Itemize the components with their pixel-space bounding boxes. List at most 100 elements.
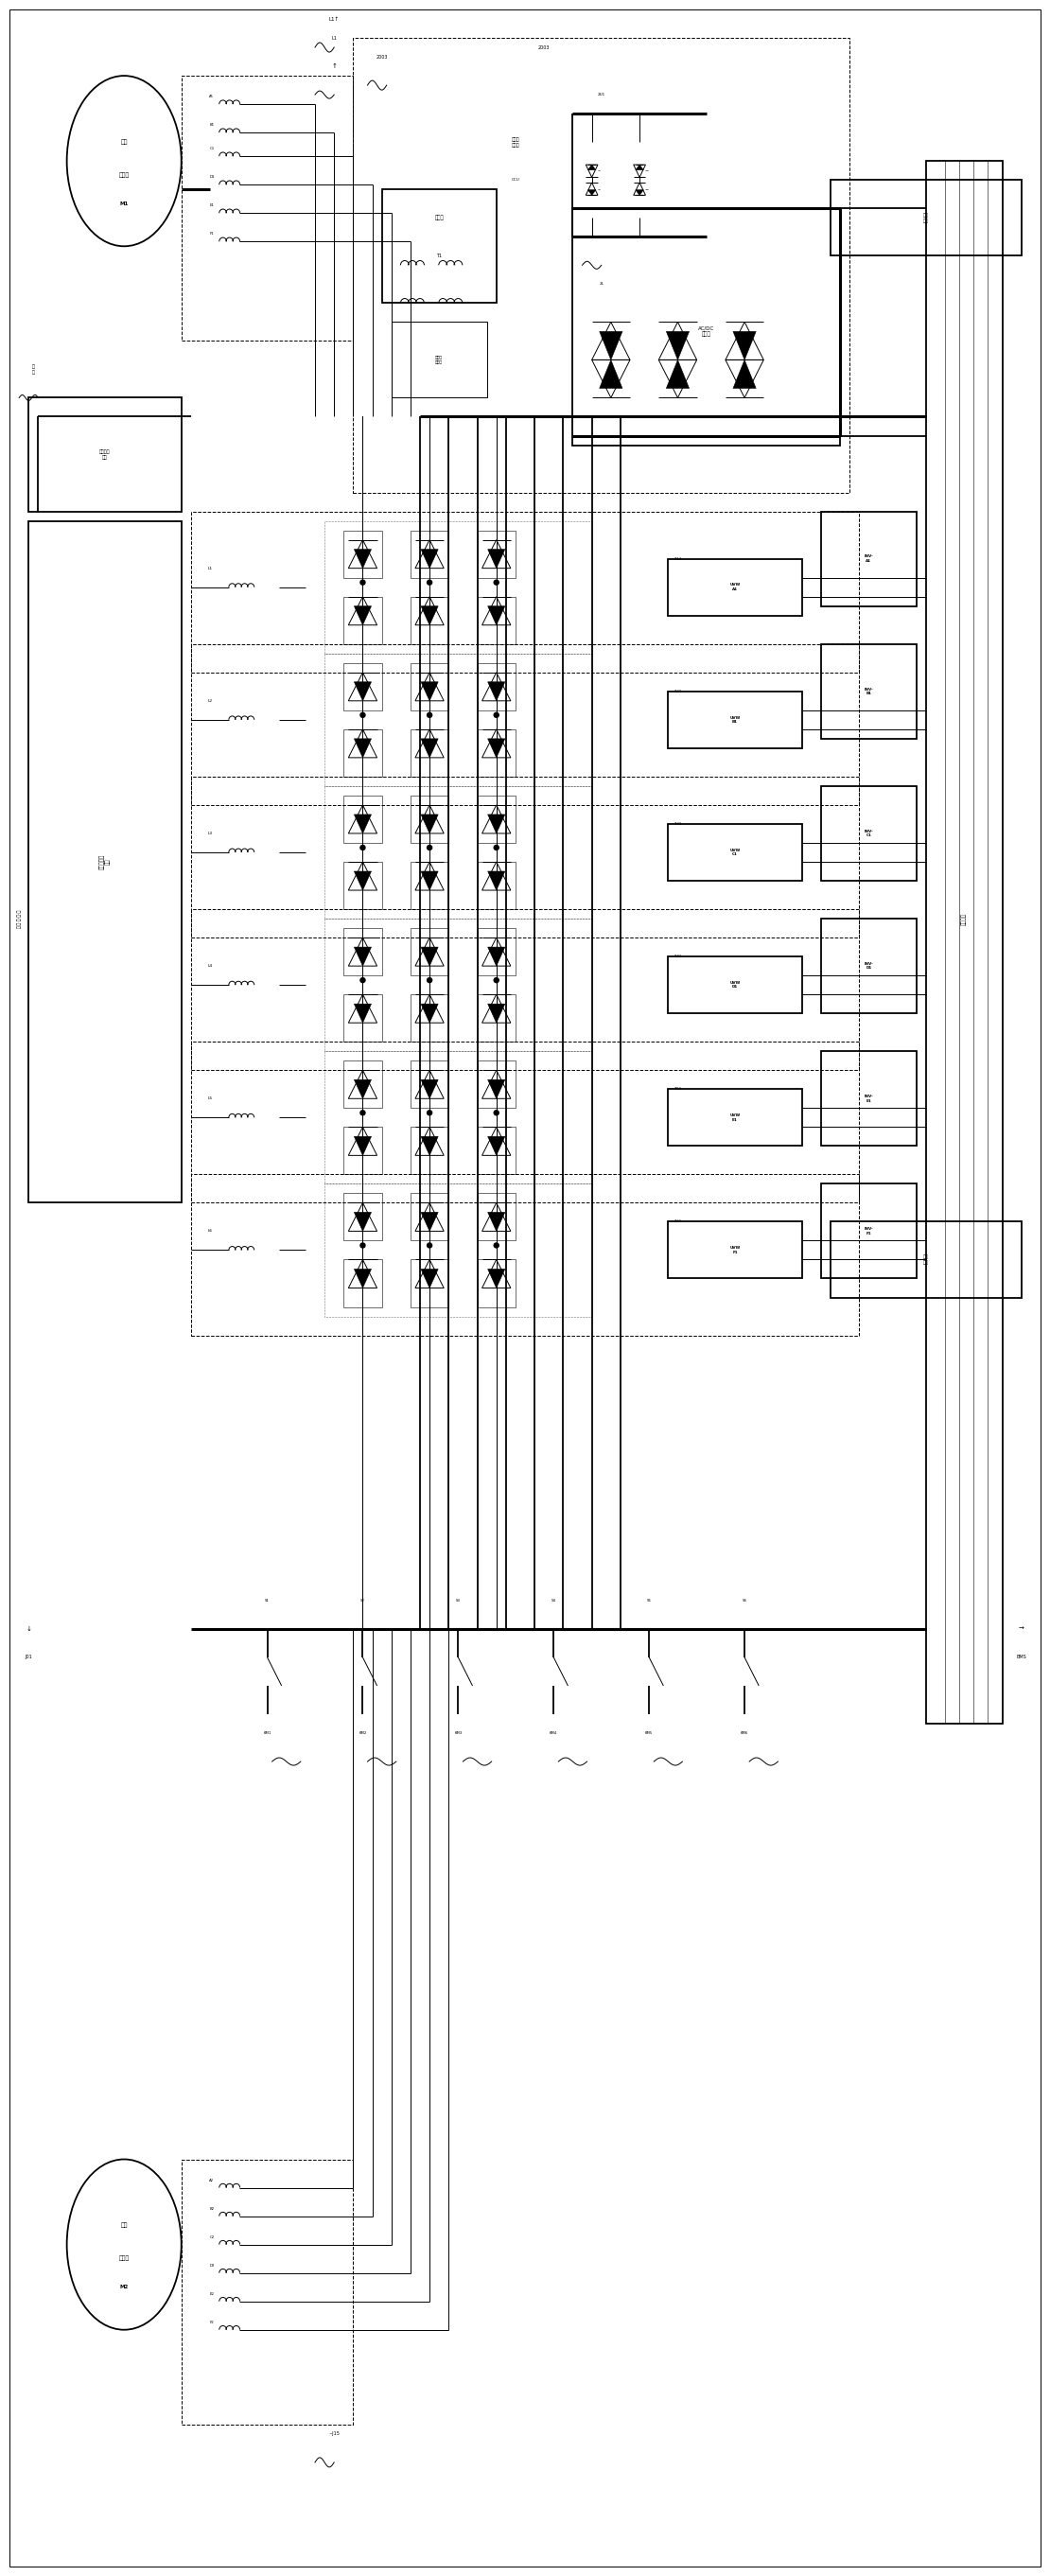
Text: D1: D1 <box>209 175 214 178</box>
Text: INV-
C1: INV- C1 <box>864 829 874 837</box>
Text: 充电控
制单元: 充电控 制单元 <box>511 137 520 147</box>
Text: T61: T61 <box>674 1221 681 1224</box>
Bar <box>668 559 802 616</box>
Bar <box>392 322 487 397</box>
Circle shape <box>427 714 432 716</box>
Polygon shape <box>488 683 505 701</box>
Bar <box>821 1051 917 1146</box>
Bar <box>191 775 859 938</box>
Bar <box>478 994 516 1041</box>
Polygon shape <box>667 332 689 361</box>
Bar <box>343 531 382 577</box>
Text: BMS: BMS <box>1016 1654 1027 1659</box>
Bar <box>343 863 382 909</box>
Text: B1: B1 <box>210 124 214 126</box>
Text: KM6: KM6 <box>740 1731 749 1736</box>
Polygon shape <box>421 814 438 835</box>
Text: B2: B2 <box>210 2208 214 2210</box>
Bar <box>353 39 849 492</box>
Text: UVW
E1: UVW E1 <box>730 1113 740 1121</box>
Polygon shape <box>588 191 595 196</box>
Bar <box>343 729 382 775</box>
Text: T51: T51 <box>674 1087 681 1092</box>
Bar <box>572 209 840 446</box>
Polygon shape <box>733 361 756 389</box>
Text: F2: F2 <box>210 2321 214 2324</box>
Bar <box>182 75 353 340</box>
Text: 车载充电控
制器: 车载充电控 制器 <box>100 855 110 871</box>
Circle shape <box>360 1110 365 1115</box>
Bar <box>668 956 802 1012</box>
Text: KM5: KM5 <box>645 1731 653 1736</box>
Polygon shape <box>488 739 505 757</box>
Bar <box>821 513 917 605</box>
Polygon shape <box>488 605 505 626</box>
Text: M1: M1 <box>120 201 128 206</box>
Text: INV-
E1: INV- E1 <box>864 1095 874 1103</box>
Polygon shape <box>488 1136 505 1157</box>
Text: 充电控
制单元: 充电控 制单元 <box>436 355 443 363</box>
Bar <box>324 1051 592 1185</box>
Text: UVW
B1: UVW B1 <box>730 716 740 724</box>
Text: 变压器: 变压器 <box>435 216 444 222</box>
Text: KM1: KM1 <box>264 1731 271 1736</box>
Bar <box>411 598 448 644</box>
Text: S2: S2 <box>360 1600 365 1602</box>
Bar <box>343 796 382 842</box>
Bar <box>478 1193 516 1242</box>
Text: S1: S1 <box>265 1600 270 1602</box>
Bar <box>478 531 516 577</box>
Polygon shape <box>421 948 438 966</box>
Text: T41: T41 <box>674 956 681 958</box>
Text: UVW
C1: UVW C1 <box>730 848 740 855</box>
Polygon shape <box>600 361 623 389</box>
Bar <box>478 863 516 909</box>
Text: ↓: ↓ <box>26 1625 31 1631</box>
Polygon shape <box>488 1213 505 1231</box>
Bar <box>411 1128 448 1175</box>
Circle shape <box>427 845 432 850</box>
Bar <box>668 1090 802 1146</box>
Text: L3: L3 <box>208 832 212 835</box>
Polygon shape <box>354 605 372 626</box>
Polygon shape <box>667 361 689 389</box>
Bar <box>411 927 448 976</box>
Circle shape <box>493 580 499 585</box>
Text: D2: D2 <box>209 2264 214 2267</box>
Circle shape <box>493 979 499 981</box>
Polygon shape <box>733 332 756 361</box>
Polygon shape <box>354 1213 372 1231</box>
Polygon shape <box>488 871 505 891</box>
Circle shape <box>360 1244 365 1247</box>
Bar <box>668 1221 802 1278</box>
Polygon shape <box>354 1005 372 1023</box>
Bar <box>411 1193 448 1242</box>
Bar <box>478 927 516 976</box>
Text: A2: A2 <box>210 2179 214 2182</box>
Text: S5: S5 <box>647 1600 651 1602</box>
Text: UVW
D1: UVW D1 <box>730 981 740 989</box>
Text: INV-
D1: INV- D1 <box>864 961 874 971</box>
Bar <box>478 1128 516 1175</box>
Text: AC/DC
变换器: AC/DC 变换器 <box>698 327 714 337</box>
Text: KM3: KM3 <box>455 1731 462 1736</box>
Polygon shape <box>635 191 644 196</box>
Text: L1: L1 <box>208 567 212 569</box>
Text: 交
流: 交 流 <box>33 363 35 374</box>
Bar <box>343 1260 382 1306</box>
Bar <box>478 598 516 644</box>
Circle shape <box>360 845 365 850</box>
Bar <box>411 1260 448 1306</box>
Polygon shape <box>635 165 644 170</box>
Text: 电机
驱动: 电机 驱动 <box>923 1255 928 1265</box>
Circle shape <box>427 1110 432 1115</box>
Bar <box>324 520 592 654</box>
Polygon shape <box>421 739 438 757</box>
Text: INV-
F1: INV- F1 <box>864 1226 874 1236</box>
Polygon shape <box>354 948 372 966</box>
Bar <box>191 1175 859 1334</box>
Text: T1: T1 <box>436 252 442 258</box>
Text: L4: L4 <box>208 963 212 969</box>
Circle shape <box>493 714 499 716</box>
Text: 交流: 交流 <box>121 139 128 144</box>
